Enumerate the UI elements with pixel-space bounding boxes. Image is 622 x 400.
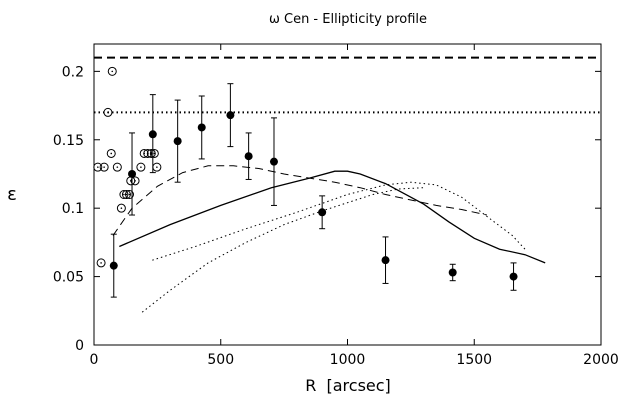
y-tick-label: 0.2 <box>62 64 84 80</box>
open-data-point <box>146 148 156 158</box>
open-data-point-center <box>100 262 102 264</box>
open-data-point <box>136 162 146 172</box>
y-axis-label: ε <box>7 184 17 205</box>
open-data-point-center <box>128 193 131 196</box>
open-data-point-center <box>110 152 113 155</box>
filled-data-point <box>509 272 518 281</box>
open-data-point <box>103 107 113 117</box>
x-tick-label: 0 <box>90 352 99 368</box>
model-curve-dotted <box>152 181 526 261</box>
y-axis-ticks: 0 0.05 0.1 0.15 0.2 <box>53 64 601 354</box>
x-axis-label: R [arcsec] <box>305 376 391 395</box>
open-data-point <box>119 190 129 199</box>
open-data-point-center <box>140 166 142 168</box>
open-data-point <box>130 176 140 186</box>
open-data-point <box>99 162 109 172</box>
open-data-point-center <box>150 152 153 155</box>
filled-data-point <box>448 268 457 277</box>
filled-data-point <box>197 123 206 132</box>
model-curves <box>112 165 546 313</box>
y-tick-label: 0.1 <box>62 201 84 217</box>
open-data-point-center <box>97 166 99 168</box>
x-axis-ticks: 0 500 1000 1500 2000 <box>90 44 619 368</box>
reference-lines <box>94 56 601 114</box>
open-data-point <box>96 258 106 268</box>
open-data-point-center <box>134 180 136 182</box>
x-tick-label: 2000 <box>583 352 619 368</box>
open-data-point-center <box>103 166 105 168</box>
open-data-point-center <box>125 193 128 196</box>
open-data-point-center <box>153 152 156 155</box>
open-data-point <box>106 148 116 158</box>
filled-data-point <box>109 261 118 270</box>
chart-title: ω Cen - Ellipticity profile <box>269 12 427 27</box>
y-tick-label: 0 <box>75 338 84 354</box>
open-data-point-center <box>107 111 109 114</box>
y-tick-label: 0.05 <box>53 270 84 286</box>
model-curve-solid <box>119 170 546 264</box>
x-tick-label: 1000 <box>330 352 366 368</box>
data-points <box>93 66 518 298</box>
open-data-point <box>116 203 126 213</box>
model-curve-dashed <box>112 165 488 236</box>
x-tick-label: 1500 <box>456 352 492 368</box>
model-curve-dotted <box>141 187 424 313</box>
open-data-point-center <box>156 166 158 168</box>
open-data-point <box>124 190 134 199</box>
open-data-point-center <box>111 70 114 73</box>
open-data-point-center <box>123 193 125 196</box>
filled-data-point <box>269 157 278 166</box>
filled-data-point <box>318 208 327 217</box>
open-data-point-center <box>116 166 119 168</box>
open-data-point <box>107 66 117 76</box>
open-data-point <box>112 162 122 172</box>
filled-data-point <box>173 137 182 146</box>
filled-data-point <box>244 152 253 161</box>
open-data-point <box>93 162 103 172</box>
open-data-point <box>121 190 131 199</box>
open-data-point <box>149 148 159 158</box>
filled-data-point <box>381 256 390 265</box>
open-data-point <box>152 162 162 172</box>
filled-data-point <box>128 169 137 178</box>
plot-frame <box>93 43 602 346</box>
x-tick-label: 500 <box>207 352 234 368</box>
open-data-point-center <box>120 207 123 209</box>
filled-data-point <box>226 111 235 120</box>
y-tick-label: 0.15 <box>53 133 84 149</box>
filled-data-point <box>148 130 157 139</box>
